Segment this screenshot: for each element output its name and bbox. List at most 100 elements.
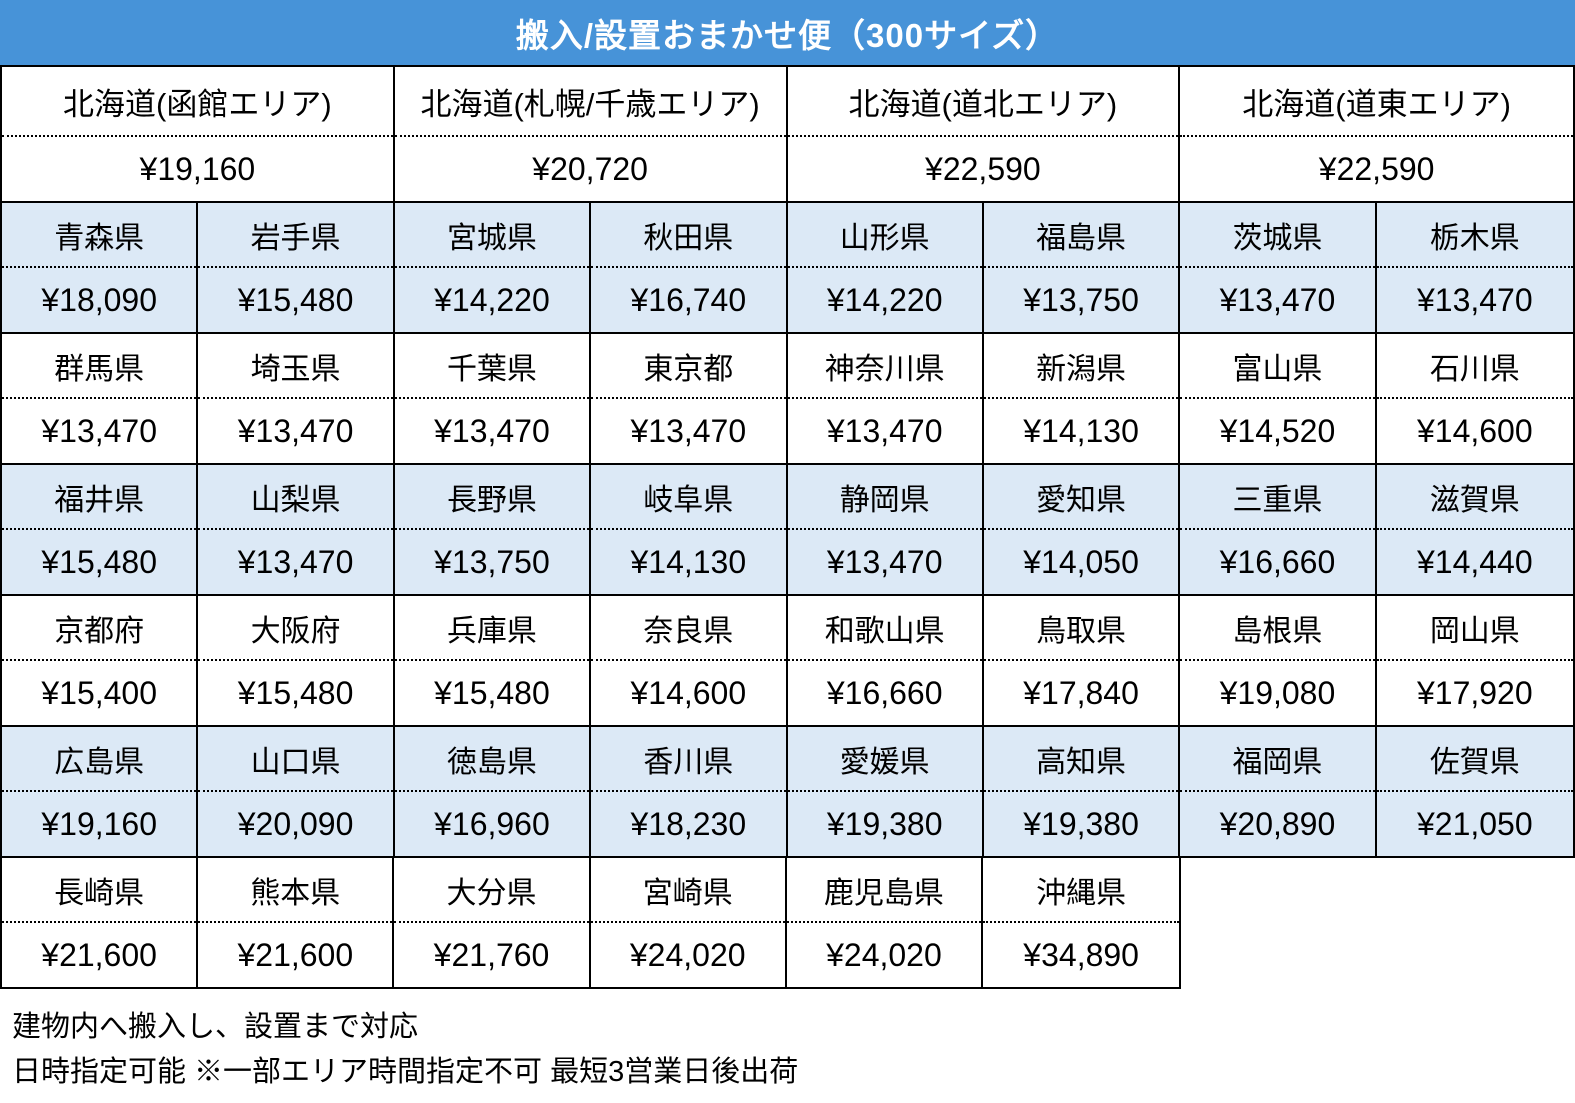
price-value: ¥15,400: [41, 674, 158, 711]
price-value: ¥19,160: [139, 150, 256, 187]
region-label: 宮崎県: [590, 858, 785, 923]
price-value: ¥15,480: [434, 674, 550, 711]
footnotes: 建物内へ搬入し、設置まで対応 日時指定可能 ※一部エリア時間指定不可 最短3営業…: [0, 989, 1575, 1095]
prefecture-cell: 佐賀県 ¥21,050: [1376, 727, 1573, 856]
region-label: 愛媛県: [787, 727, 982, 792]
region-label: 北海道(道東エリア): [1180, 67, 1573, 137]
price-value: ¥14,220: [434, 281, 550, 318]
prefecture-cell: 和歌山県 ¥16,660: [787, 596, 984, 725]
prefecture-cell: 福島県 ¥13,750: [983, 203, 1181, 332]
prefecture-sections: 青森県 ¥18,090 岩手県 ¥15,480 宮城県 ¥14,220 秋田県 ¥16,740…: [0, 203, 1575, 989]
prefecture-cell: 宮城県 ¥14,220: [394, 203, 592, 332]
price-value: ¥24,020: [629, 936, 746, 973]
prefecture-cell: 山梨県 ¥13,470: [198, 465, 395, 594]
region-label: 茨城県: [1180, 203, 1375, 268]
price-value: ¥34,890: [1023, 936, 1139, 973]
region-label: 鹿児島県: [786, 858, 982, 923]
region-label: 青森県: [2, 203, 197, 268]
region-label: 山梨県: [198, 465, 393, 530]
region-label: 埼玉県: [198, 334, 393, 399]
price-value: ¥17,920: [1416, 674, 1533, 711]
prefecture-cell: 東京都 ¥13,470: [591, 334, 788, 463]
region-label: 香川県: [591, 727, 786, 792]
price-value: ¥21,050: [1416, 805, 1533, 842]
price-value: ¥19,380: [1023, 805, 1139, 842]
region-label: 和歌山県: [787, 596, 982, 661]
region-label: 京都府: [2, 596, 197, 661]
price-value: ¥19,380: [826, 805, 943, 842]
prefecture-cell: 大阪府 ¥15,480: [198, 596, 395, 725]
region-label: 長野県: [394, 465, 590, 530]
price-value: ¥13,470: [826, 412, 943, 449]
prefecture-cell: 高知県 ¥19,380: [983, 727, 1181, 856]
prefecture-cell: 兵庫県 ¥15,480: [394, 596, 592, 725]
price-value: ¥14,050: [1023, 543, 1139, 580]
region-label: 長崎県: [2, 858, 197, 923]
region-label: 山形県: [787, 203, 982, 268]
price-value: ¥20,090: [237, 805, 354, 842]
region-label: 神奈川県: [787, 334, 982, 399]
region-label: 福岡県: [1180, 727, 1375, 792]
region-label: 静岡県: [787, 465, 982, 530]
prefecture-cell: 秋田県 ¥16,740: [591, 203, 788, 332]
price-value: ¥13,470: [630, 412, 747, 449]
region-label: 富山県: [1180, 334, 1375, 399]
prefecture-cell: 徳島県 ¥16,960: [394, 727, 592, 856]
prefecture-row: 青森県 ¥18,090 岩手県 ¥15,480 宮城県 ¥14,220 秋田県 ¥16,740…: [0, 203, 1575, 334]
prefecture-cell: 千葉県 ¥13,470: [394, 334, 592, 463]
prefecture-cell: 長野県 ¥13,750: [394, 465, 592, 594]
prefecture-cell: 神奈川県 ¥13,470: [787, 334, 984, 463]
price-value: ¥14,440: [1416, 543, 1533, 580]
price-value: ¥13,470: [826, 543, 943, 580]
prefecture-cell: 新潟県 ¥14,130: [983, 334, 1181, 463]
footnote-line-2: 日時指定可能 ※一部エリア時間指定不可 最短3営業日後出荷: [12, 1056, 799, 1088]
prefecture-cell: 石川県 ¥14,600: [1376, 334, 1573, 463]
price-value: ¥13,470: [434, 412, 550, 449]
prefecture-cell: 山形県 ¥14,220: [787, 203, 984, 332]
prefecture-cell: 京都府 ¥15,400: [2, 596, 199, 725]
region-label: 高知県: [983, 727, 1179, 792]
price-value: ¥16,660: [1219, 543, 1336, 580]
prefecture-cell: 富山県 ¥14,520: [1180, 334, 1377, 463]
price-value: ¥13,470: [237, 543, 354, 580]
prefecture-cell: 大分県 ¥21,760: [394, 858, 591, 987]
region-label: 北海道(札幌/千歳エリア): [394, 67, 786, 137]
price-value: ¥14,600: [630, 674, 747, 711]
prefecture-cell: 岩手県 ¥15,480: [198, 203, 395, 332]
price-value: ¥22,590: [925, 150, 1041, 187]
prefecture-cell: 岐阜県 ¥14,130: [591, 465, 788, 594]
prefecture-cell: 熊本県 ¥21,600: [198, 858, 395, 987]
prefecture-cell: 岡山県 ¥17,920: [1376, 596, 1573, 725]
price-value: ¥16,660: [826, 674, 943, 711]
footnote-line-1: 建物内へ搬入し、設置まで対応: [12, 1011, 419, 1043]
prefecture-cell: 埼玉県 ¥13,470: [198, 334, 395, 463]
region-label: 山口県: [198, 727, 393, 792]
price-value: ¥17,840: [1023, 674, 1139, 711]
price-value: ¥21,600: [41, 936, 157, 973]
region-label: 新潟県: [983, 334, 1179, 399]
prefecture-row: 群馬県 ¥13,470 埼玉県 ¥13,470 千葉県 ¥13,470 東京都 ¥13,470…: [0, 334, 1575, 465]
price-value: ¥19,080: [1219, 674, 1336, 711]
prefecture-cell: 福岡県 ¥20,890: [1180, 727, 1377, 856]
price-value: ¥13,470: [1416, 281, 1533, 318]
region-label: 福島県: [983, 203, 1179, 268]
price-value: ¥13,750: [1023, 281, 1139, 318]
region-label: 三重県: [1180, 465, 1375, 530]
hokkaido-area-cell: 北海道(函館エリア) ¥19,160: [2, 67, 395, 201]
region-label: 兵庫県: [394, 596, 590, 661]
price-value: ¥13,470: [237, 412, 354, 449]
price-value: ¥13,470: [41, 412, 158, 449]
price-value: ¥18,090: [41, 281, 158, 318]
prefecture-cell: 広島県 ¥19,160: [2, 727, 199, 856]
prefecture-row: 広島県 ¥19,160 山口県 ¥20,090 徳島県 ¥16,960 香川県 ¥18,230…: [0, 727, 1575, 858]
prefecture-cell: 愛知県 ¥14,050: [983, 465, 1181, 594]
price-value: ¥15,480: [41, 543, 158, 580]
hokkaido-area-cell: 北海道(道北エリア) ¥22,590: [787, 67, 1181, 201]
price-value: ¥14,130: [1023, 412, 1139, 449]
prefecture-cell: 鹿児島県 ¥24,020: [786, 858, 984, 987]
price-value: ¥14,600: [1416, 412, 1533, 449]
prefecture-cell: 茨城県 ¥13,470: [1180, 203, 1377, 332]
region-label: 佐賀県: [1376, 727, 1573, 792]
prefecture-cell: 静岡県 ¥13,470: [787, 465, 984, 594]
